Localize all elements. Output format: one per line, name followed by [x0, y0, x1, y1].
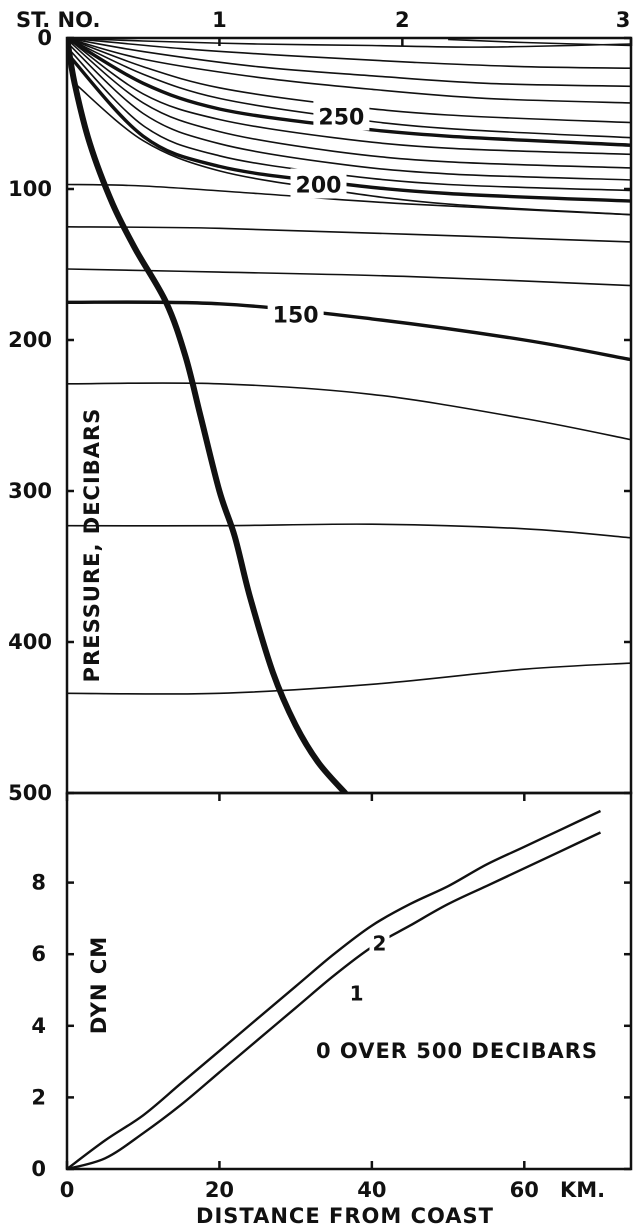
isopleth-line [67, 38, 631, 48]
isopleth-line [448, 38, 631, 47]
isopleth-line-250 [67, 38, 631, 147]
y-tick-label: 4 [31, 1014, 46, 1038]
y-tick-label: 300 [8, 479, 52, 503]
station-label-2: 2 [395, 8, 410, 32]
isopleth-line [67, 38, 631, 88]
y-tick-label: 100 [8, 177, 52, 201]
contour-label-250: 250 [318, 106, 364, 131]
isopleth-line [67, 38, 631, 104]
y-tick-label: 0 [37, 26, 52, 50]
isopleth-line [67, 183, 631, 216]
y-tick-label: 500 [8, 781, 52, 805]
y-tick-label: 8 [31, 871, 46, 895]
y-axis-title-pressure: PRESSURE, DECIBARS [80, 408, 104, 683]
dyn-curve-label-1: 1 [350, 982, 364, 1006]
curve-label-bg [369, 929, 390, 956]
x-axis-title: DISTANCE FROM COAST [196, 1204, 494, 1228]
x-tick-label: 60 [510, 1178, 539, 1202]
isopleth-line [67, 226, 631, 243]
isopleth-line [67, 38, 631, 139]
contour-label-150: 150 [273, 303, 319, 328]
isopleth-line-150 [67, 300, 631, 362]
isopleth-line [67, 382, 631, 441]
y-tick-label: 200 [8, 328, 52, 352]
x-unit-label: KM. [560, 1178, 605, 1202]
dyn-annotation: 0 OVER 500 DECIBARS [316, 1039, 598, 1063]
y-axis-title-dyn: DYN CM [87, 936, 111, 1034]
isopleth-line [67, 38, 631, 124]
isopleth-group [67, 38, 631, 793]
dyn-curve-1 [66, 831, 602, 1171]
bottom-profile-line [67, 38, 349, 793]
dyn-curve-label-2: 2 [373, 931, 387, 955]
x-tick-label: 40 [357, 1178, 386, 1202]
contour-label-bg [290, 168, 347, 199]
isopleth-line [67, 38, 631, 169]
dyn-curve-2 [66, 809, 602, 1170]
y-tick-label: 6 [31, 942, 46, 966]
isopleth-line [67, 38, 631, 156]
y-tick-label: 2 [31, 1085, 46, 1109]
station-label-3: 3 [616, 8, 631, 32]
station-label-1: 1 [212, 8, 227, 32]
y-tick-label: 0 [31, 1157, 46, 1181]
x-tick-label: 20 [205, 1178, 234, 1202]
contour-label-200: 200 [296, 173, 342, 198]
isopleth-line [67, 662, 631, 695]
contour-label-bg [267, 298, 324, 329]
dynamic-height-panel: 0 2 4 6 8 0 20 40 60 KM. DISTANCE FROM COAST 1 2 0 OV… [31, 791, 633, 1228]
isopleth-line [67, 268, 631, 287]
dyn-frame [65, 791, 633, 1171]
y-tick-label: 400 [8, 630, 52, 654]
station-header: ST. NO. [16, 8, 101, 32]
contour-label-bg [313, 100, 370, 131]
pressure-section-panel: 250 200 150 0 100 200 300 400 500 ST. NO. 1 2 3 PRESS… [8, 8, 633, 805]
isopleth-line [67, 38, 631, 69]
isopleth-line [67, 41, 631, 181]
isopleth-line [67, 523, 631, 539]
x-tick-label: 0 [60, 1178, 75, 1202]
curve-label-bg [346, 979, 367, 1006]
